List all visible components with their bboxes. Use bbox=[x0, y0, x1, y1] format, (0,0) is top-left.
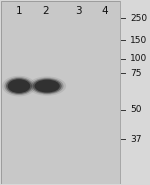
Ellipse shape bbox=[2, 76, 36, 96]
Text: 50: 50 bbox=[130, 105, 142, 115]
Ellipse shape bbox=[6, 78, 32, 94]
FancyBboxPatch shape bbox=[1, 1, 120, 184]
Text: 4: 4 bbox=[101, 6, 108, 16]
Ellipse shape bbox=[28, 76, 66, 96]
Ellipse shape bbox=[34, 80, 60, 92]
Ellipse shape bbox=[8, 79, 30, 93]
Ellipse shape bbox=[31, 78, 64, 94]
Text: 75: 75 bbox=[130, 69, 142, 78]
Text: 37: 37 bbox=[130, 135, 142, 144]
Text: 100: 100 bbox=[130, 54, 147, 63]
Text: 150: 150 bbox=[130, 36, 147, 45]
Ellipse shape bbox=[4, 77, 34, 95]
Text: 1: 1 bbox=[16, 6, 22, 16]
Text: 2: 2 bbox=[42, 6, 49, 16]
Text: 3: 3 bbox=[75, 6, 81, 16]
Text: 250: 250 bbox=[130, 14, 147, 23]
Ellipse shape bbox=[33, 79, 62, 93]
